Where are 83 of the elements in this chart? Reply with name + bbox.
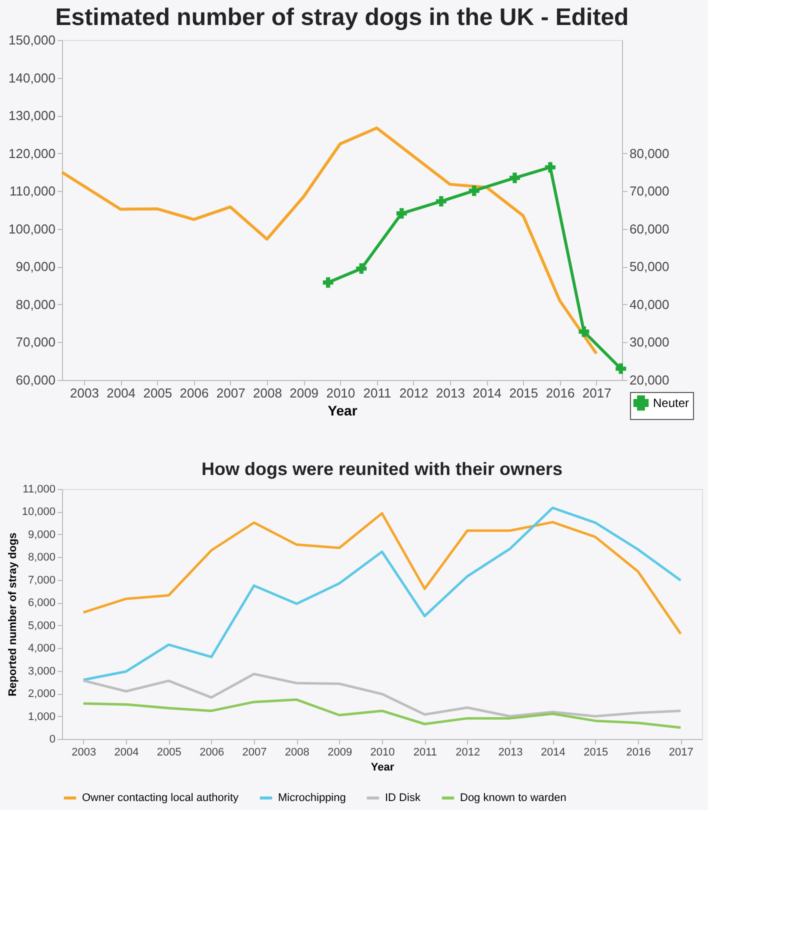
- x-tick-label: 2010: [370, 746, 395, 758]
- y-tick-label: 5,000: [28, 620, 56, 632]
- y2-tick-label: 20,000: [630, 372, 670, 388]
- point: [616, 363, 626, 374]
- x-tick-label: 2016: [546, 386, 575, 400]
- point: [468, 185, 480, 196]
- x-tick-label: 2015: [584, 746, 608, 758]
- y-tick-label: 140,000: [8, 70, 56, 86]
- x-tick-label: 2013: [436, 386, 465, 400]
- y-tick-label: 70,000: [16, 334, 56, 350]
- y-tick-label: 150,000: [8, 32, 56, 48]
- y-tick-label: 110,000: [9, 184, 56, 199]
- y-tick-label: 9,000: [28, 528, 56, 541]
- x-tick-label: 2012: [399, 386, 428, 400]
- x-tick-label: 2003: [70, 386, 99, 400]
- x-tick-label: 2007: [216, 386, 246, 400]
- x-tick-label: 2014: [472, 386, 502, 400]
- line-series: [82, 512, 682, 636]
- y2-tick-label: 40,000: [630, 296, 670, 312]
- x-tick-label: 2004: [106, 386, 136, 400]
- chart-title: Estimated number of stray dogs in the UK - Edited: [55, 4, 629, 31]
- x-tick-label: 2008: [253, 386, 282, 400]
- x-tick-label: 2011: [413, 746, 437, 758]
- x-tick-label: 2014: [540, 746, 566, 758]
- line-series: [82, 672, 682, 718]
- x-tick-label: 2009: [290, 386, 319, 400]
- y-tick-label: 6,000: [28, 597, 56, 610]
- x-tick-label: 2010: [326, 386, 356, 400]
- y2-tick-label: 30,000: [630, 334, 670, 350]
- x-tick-label: 2015: [509, 386, 538, 400]
- y-tick-label: 2,000: [28, 688, 56, 700]
- y-tick-label: 3,000: [28, 665, 56, 678]
- x-tick-label: 2005: [143, 386, 172, 400]
- y-tick-label: 10,000: [22, 506, 56, 518]
- y-tick-label: 60,000: [16, 372, 56, 388]
- y-tick-label: 4,000: [28, 642, 56, 655]
- x-tick-label: 2017: [668, 746, 694, 758]
- legend-label: ID Disk: [385, 792, 421, 804]
- y-tick-label: 8,000: [28, 552, 56, 564]
- x-tick-label: 2009: [328, 746, 352, 758]
- y-tick-label: 80,000: [16, 296, 56, 312]
- y-tick-label: 100,000: [8, 221, 56, 236]
- x-tick-label: 2016: [626, 746, 651, 758]
- y2-tick-label: 80,000: [630, 146, 670, 161]
- y-tick-label: 0: [49, 734, 56, 746]
- y-tick-label: 11,000: [22, 484, 56, 496]
- point: [356, 263, 367, 274]
- y2-tick-label: 60,000: [630, 221, 670, 236]
- point: [510, 172, 520, 184]
- y-tick-label: 90,000: [16, 259, 56, 274]
- x-tick-label: 2013: [498, 746, 523, 758]
- x-tick-label: 2006: [180, 386, 209, 400]
- x-tick-label: 2007: [242, 746, 267, 758]
- x-tick-label: 2005: [156, 746, 182, 758]
- x-axis-title: Year: [370, 762, 395, 774]
- x-axis-title: Year: [328, 402, 358, 418]
- point: [545, 162, 556, 173]
- legend-label: Owner contacting local authority: [82, 792, 240, 804]
- line-series: [82, 698, 682, 729]
- chart-title: How dogs were reunited with their owners: [201, 459, 563, 479]
- y-tick-label: 120,000: [8, 146, 56, 161]
- x-tick-label: 2003: [72, 746, 96, 758]
- legend-label: Neuter: [653, 396, 690, 410]
- x-tick-label: 2011: [363, 386, 392, 400]
- x-tick-label: 2017: [582, 386, 612, 400]
- point: [578, 326, 590, 337]
- y2-tick-label: 70,000: [630, 184, 670, 199]
- y2-tick-label: 50,000: [630, 259, 670, 274]
- y-tick-label: 130,000: [8, 108, 56, 124]
- y-tick-label: 7,000: [28, 574, 56, 586]
- y-tick-label: 1,000: [28, 710, 56, 723]
- x-tick-label: 2006: [200, 746, 224, 758]
- legend-label: Dog known to warden: [460, 792, 566, 804]
- line-series: [82, 506, 682, 682]
- legend-label: Microchipping: [278, 792, 346, 804]
- point: [436, 196, 446, 207]
- x-tick-label: 2008: [284, 746, 310, 758]
- x-tick-label: 2004: [114, 746, 139, 758]
- line-series: [60, 126, 598, 356]
- y-axis-title: Reported number of stray dogs: [6, 532, 19, 696]
- point: [396, 208, 407, 219]
- point: [322, 277, 334, 288]
- x-tick-label: 2012: [456, 746, 480, 758]
